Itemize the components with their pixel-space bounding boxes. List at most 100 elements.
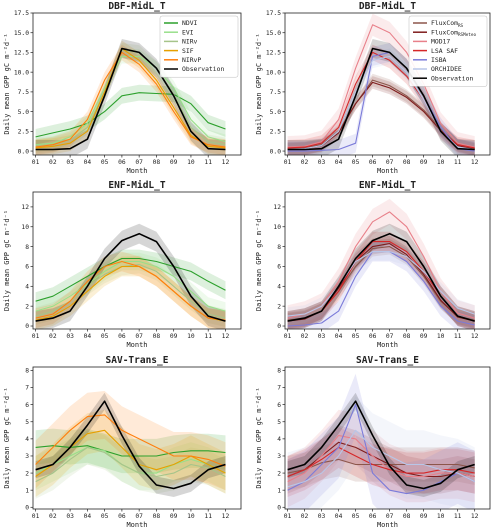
p3-xtick-label: 08 [153,333,161,340]
p4-axes-frame [284,191,491,330]
p1-ytick-label: 17.5 [14,10,29,17]
p5-line-nirv [35,446,226,483]
p3-axes-frame [32,191,242,330]
p1-xtick-label: 11 [204,159,212,166]
p2-xtick-label: 02 [301,159,309,166]
p3-plot-area [35,223,226,329]
p5-xtick-label: 09 [170,513,178,520]
p6-xtick-label: 10 [437,513,445,520]
p3-xtick-label: 01 [32,333,40,340]
p3-ytick-label: 12 [21,204,29,211]
p4-title: ENF-MidL_T [359,180,416,191]
p2-xlabel: Month [377,167,398,175]
p6-xtick-label: 01 [284,513,292,520]
p2-ytick-label: 12.5 [266,50,281,57]
p1-xlabel: Month [126,167,147,175]
p4-ytick-label: 8 [277,244,281,251]
p3-xtick-label: 04 [84,333,92,340]
p5-line-nirvp [35,414,226,467]
p1-xtick-label: 12 [222,159,230,166]
p6-band-fluxcom-rs [287,442,475,491]
p3-xtick-label: 10 [187,333,195,340]
p4-xtick-label: 06 [369,333,377,340]
p1-line-ndvi [35,92,226,138]
p4-line-orchidee [287,251,475,317]
p3-xtick-label: 12 [222,333,230,340]
p6-band-orchidee [287,396,475,509]
p6-xtick-label: 07 [386,513,394,520]
p2-ytick-label: 17.5 [266,10,281,17]
p4-xtick-label: 04 [335,333,343,340]
p3-line-observation [35,232,226,322]
p3-title: ENF-MidL_T [108,180,165,191]
p2-band-mod17 [287,13,475,155]
p6-ylabel: Daily mean GPP gC m⁻²d⁻¹ [255,387,263,488]
p6-ytick-label: 4 [277,436,281,443]
p2-legend-label: MOD17 [431,38,450,46]
p5-xtick-label: 12 [222,513,230,520]
p6-ytick-label: 0 [277,504,281,511]
p3-xtick-label: 05 [101,333,109,340]
p2-legend-label: ORCHIDEE [431,65,462,73]
p2-band-orchidee [287,48,475,155]
p6-xtick-label: 03 [318,513,326,520]
p1-legend-label: SIF [182,47,194,55]
p3-xtick-label: 06 [118,333,126,340]
p3-ytick-label: 4 [25,284,29,291]
p2-ytick-label: 10.0 [266,69,281,76]
p5-ytick-label: 6 [25,402,29,409]
p4-xtick-label: 03 [318,333,326,340]
p2-legend-label: LSA SAF [431,47,458,55]
p2-ytick-label: 2.5 [270,129,282,136]
p2-line-mod17 [287,24,475,148]
p2-xtick-label: 05 [352,159,360,166]
p6-ytick-label: 3 [277,453,281,460]
p2-xtick-label: 07 [386,159,394,166]
p6-ytick-label: 8 [277,368,281,375]
p1-band-nirv [35,43,226,154]
p3-xtick-label: 11 [204,333,212,340]
p5-band-nirvp [35,391,226,491]
p4-ytick-label: 10 [273,224,281,231]
p5-band-observation [35,392,226,497]
p4-line-observation [287,232,475,322]
p2-legend-label: ISBA [431,56,447,64]
p4-ylabel: Daily mean GPP gC m⁻²d⁻¹ [255,210,263,311]
p4-xtick-label: 12 [471,333,479,340]
p1-ylabel: Daily mean GPP gC m⁻²d⁻¹ [3,33,11,134]
p3-band-observation [35,223,226,329]
p1-ytick-label: 2.5 [18,129,30,136]
p2-xtick-label: 09 [420,159,428,166]
p4-xtick-label: 08 [403,333,411,340]
p3-ytick-label: 10 [21,224,29,231]
p2-xtick-label: 01 [284,159,292,166]
p5-line-observation [35,400,226,490]
p4-xtick-label: 02 [301,333,309,340]
p5-xtick-label: 08 [153,513,161,520]
p4-xtick-label: 10 [437,333,445,340]
p4-xtick-label: 11 [454,333,462,340]
p5-ytick-label: 8 [25,368,29,375]
p5-plot-area [35,391,226,499]
p2-xtick-label: 12 [471,159,479,166]
p2-legend-box [408,15,488,87]
p5-xlabel: Month [126,521,147,529]
p3-ytick-label: 6 [25,264,29,271]
p4-ytick-label: 6 [277,264,281,271]
p5-xtick-label: 07 [135,513,143,520]
p2-xtick-label: 08 [403,159,411,166]
p5-title: SAV-Trans_E [106,355,169,366]
p5-xtick-label: 04 [84,513,92,520]
p6-xtick-label: 06 [369,513,377,520]
p4-ytick-label: 4 [277,284,281,291]
p6-ytick-label: 2 [277,470,281,477]
p6-band-lsa-saf [287,426,475,497]
p3-xtick-label: 03 [66,333,74,340]
p6-band-observation [287,392,475,497]
p2-ytick-label: 5.0 [270,109,282,116]
p1-line-evi [35,55,226,146]
p3-line-ndvi [35,257,226,302]
